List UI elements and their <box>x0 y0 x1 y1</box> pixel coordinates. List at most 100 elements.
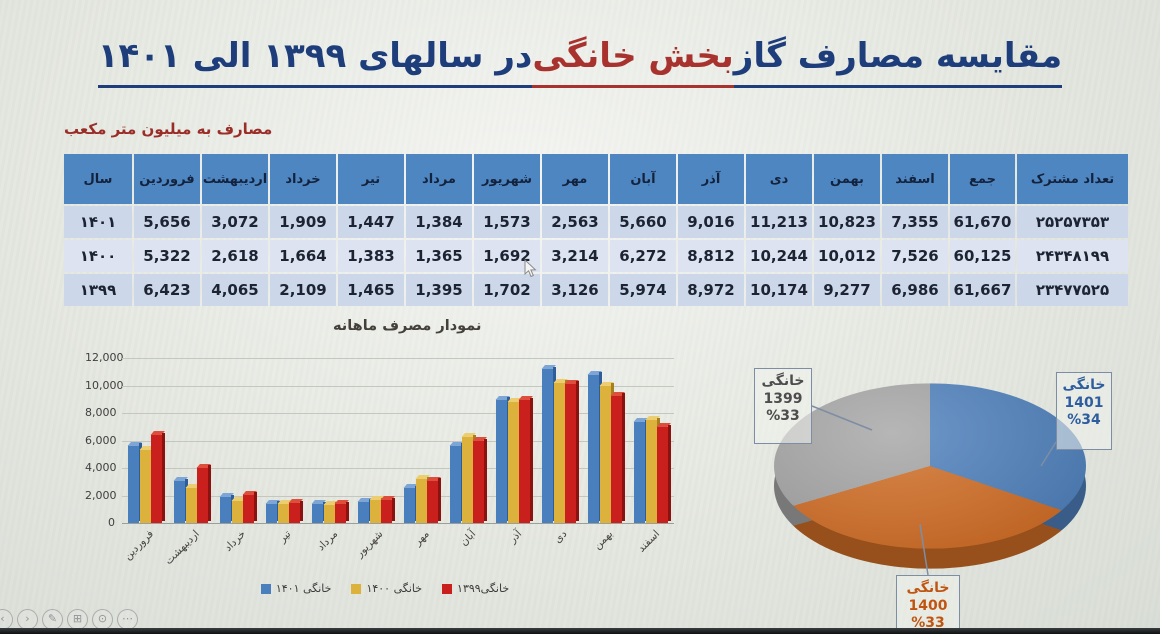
bar-0-series-0 <box>128 443 142 523</box>
legend-swatch <box>351 583 362 594</box>
table-cell-value: 2,618 <box>202 240 268 272</box>
table-cell-value: 3,214 <box>542 240 608 272</box>
y-axis-tick-label: 4,000 <box>85 461 117 474</box>
pie-callout-1399-pct: %33 <box>766 408 800 424</box>
bar-2-series-2 <box>243 492 257 523</box>
table-cell-value: 1,692 <box>474 240 540 272</box>
x-axis-tick-label: آذر <box>506 528 524 546</box>
bar-9-series-0 <box>542 366 556 523</box>
table-cell-value: 7,526 <box>882 240 948 272</box>
table-cell-value: 1,384 <box>406 206 472 238</box>
table-cell-value: 9,016 <box>678 206 744 238</box>
bar-2-series-1 <box>231 498 246 523</box>
y-axis-tick-label: 12,000 <box>85 351 124 364</box>
table-cell-value: 1,383 <box>338 240 404 272</box>
legend-item: خانگی ۱۴۰۱ <box>260 582 331 595</box>
table-cell-year: ۱۴۰۰ <box>64 240 132 272</box>
bar-4-series-1 <box>323 502 338 523</box>
table-cell-year: ۱۴۰۱ <box>64 206 132 238</box>
table-cell-value: 5,974 <box>610 274 676 306</box>
table-cell-value: 8,812 <box>678 240 744 272</box>
x-axis-tick-label: فروردین <box>121 528 156 563</box>
units-subtitle: مصارف به میلیون متر مکعب <box>64 120 273 138</box>
x-axis-tick-label: آبان <box>457 528 478 549</box>
table-cell-value: 5,322 <box>134 240 200 272</box>
table-row: ۱۴۰۰ 5,322 2,618 1,664 1,383 1,365 1,692 3,214 6… <box>64 240 1128 272</box>
table-column-header: آبان <box>610 154 676 204</box>
x-axis-tick-label: مرداد <box>314 528 340 554</box>
slide-title: مقایسه مصارف گاز بخش خانگی در سالهای ۱۳۹… <box>0 36 1160 88</box>
pie-callout-1401-label: خانگی <box>1062 377 1106 393</box>
bar-2-series-0 <box>220 494 234 523</box>
bar-0-series-2 <box>151 432 165 523</box>
bar-chart-y-axis: 0 2,000 4,000 6,000 8,000 10,000 12,000 <box>85 351 124 532</box>
table-cell-value: 10,244 <box>746 240 812 272</box>
table-cell-year: ۱۳۹۹ <box>64 274 132 306</box>
mouse-cursor <box>524 259 537 278</box>
x-axis-tick-label: دی <box>552 528 570 546</box>
table-cell-subscribers: ۲۳۴۷۷۵۲۵ <box>1017 274 1128 306</box>
bar-1-series-2 <box>197 465 211 523</box>
pie-callout-1399: خانگی 1399 %33 <box>754 368 812 444</box>
bar-6-series-1 <box>415 476 430 523</box>
table-column-header: فروردین <box>134 154 200 204</box>
pen-button[interactable]: ✎ <box>42 609 63 630</box>
table-row: ۱۴۰۱ 5,656 3,072 1,909 1,447 1,384 1,573 2,563 5… <box>64 206 1128 238</box>
y-axis-tick-label: 0 <box>108 516 115 529</box>
bar-10-series-2 <box>611 393 625 523</box>
y-axis-tick-label: 10,000 <box>85 378 124 392</box>
gridline <box>122 440 674 442</box>
x-axis-tick-label: شهریور <box>354 528 386 560</box>
previous-slide-icon: ‹ <box>0 612 5 625</box>
bar-chart-plot-area <box>122 358 674 524</box>
table-column-header: بهمن <box>814 154 880 204</box>
table-column-header: تعداد مشترک <box>1017 154 1128 204</box>
bar-11-series-0 <box>634 419 648 523</box>
bar-chart-caption: نمودار مصرف ماهانه <box>333 318 482 334</box>
bar-1-series-1 <box>185 485 200 523</box>
table-cell-value: 1,664 <box>270 240 336 272</box>
all-slides-icon: ⊞ <box>72 612 83 625</box>
next-slide-button[interactable]: › <box>17 609 38 630</box>
bar-6-series-0 <box>404 485 418 523</box>
all-slides-button[interactable]: ⊞ <box>67 609 88 630</box>
zoom-icon: ⊙ <box>97 612 108 625</box>
zoom-button[interactable]: ⊙ <box>92 609 113 630</box>
pie-callout-1401-year: 1401 <box>1064 394 1104 411</box>
table-cell-value: 1,573 <box>474 206 540 238</box>
table-column-header: خرداد <box>270 154 336 204</box>
x-axis-tick-label: بهمن <box>591 528 616 552</box>
pie-callout-1400: خانگی 1400 %33 <box>896 575 960 633</box>
table-cell-value: 1,395 <box>406 274 472 306</box>
table-column-header: مهر <box>542 154 608 204</box>
bar-3-series-1 <box>277 501 292 523</box>
gridline <box>122 468 674 469</box>
gridline <box>122 358 674 359</box>
bar-8-series-1 <box>507 399 522 523</box>
previous-slide-button[interactable]: ‹ <box>0 609 13 630</box>
bar-8-series-2 <box>519 397 533 523</box>
bar-10-series-1 <box>599 383 614 523</box>
table-cell-value: 9,277 <box>814 274 880 306</box>
pie-callout-1400-label: خانگی <box>906 580 950 596</box>
table-column-header: جمع <box>950 154 1015 204</box>
bar-7-series-1 <box>461 434 476 523</box>
table-cell-value: 10,174 <box>746 274 812 306</box>
table-cell-value: 5,656 <box>134 206 200 238</box>
legend-item: خانگی۱۳۹۹ <box>442 582 509 595</box>
table-column-header: دی <box>746 154 812 204</box>
pie-callout-leader-lines <box>811 405 1057 576</box>
table-cell-subscribers: ۲۵۲۵۷۳۵۳ <box>1017 206 1128 238</box>
bar-7-series-0 <box>450 443 464 523</box>
table-cell-subscribers: ۲۴۳۴۸۱۹۹ <box>1017 240 1128 272</box>
yearly-share-pie-chart: خانگی 1399 %33 خانگی 1401 %34 خانگی 1400… <box>738 356 1158 634</box>
table-column-header: آذر <box>678 154 744 204</box>
title-part-3: در سالهای ۱۳۹۹ الی ۱۴۰۱ <box>97 36 533 88</box>
more-options-button[interactable]: ⋯ <box>117 609 138 630</box>
bar-6-series-2 <box>427 478 441 523</box>
table-cell-value: 1,365 <box>406 240 472 272</box>
pie-callout-1400-year: 1400 <box>908 597 948 614</box>
table-cell-value: 61,667 <box>950 274 1015 306</box>
table-cell-value: 1,465 <box>338 274 404 306</box>
